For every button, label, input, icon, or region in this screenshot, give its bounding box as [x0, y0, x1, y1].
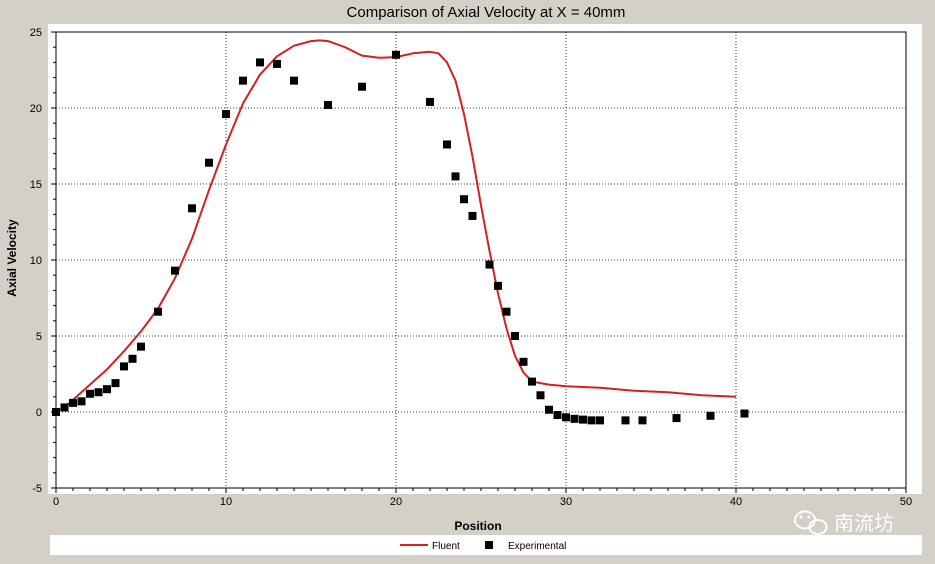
- experimental-point: [154, 307, 162, 316]
- legend-label-experimental: Experimental: [508, 541, 566, 552]
- y-tick-label: 20: [30, 103, 42, 115]
- experimental-point: [324, 100, 332, 109]
- experimental-point: [502, 307, 511, 316]
- experimental-point: [358, 82, 366, 91]
- x-axis-label: Position: [454, 519, 501, 533]
- x-tick-label: 30: [560, 496, 572, 508]
- y-tick-label: 25: [30, 27, 42, 39]
- experimental-point: [553, 411, 562, 420]
- experimental-point: [239, 76, 247, 85]
- experimental-point: [103, 385, 111, 394]
- experimental-point: [570, 414, 579, 423]
- legend-item-fluent: Fluent: [400, 541, 460, 552]
- experimental-point: [188, 204, 196, 213]
- experimental-point: [273, 59, 281, 68]
- legend-label-fluent: Fluent: [432, 541, 460, 552]
- experimental-point: [392, 50, 400, 59]
- wechat-icon: [794, 510, 828, 535]
- experimental-point: [443, 140, 451, 149]
- experimental-point: [290, 76, 298, 85]
- y-tick-label: 5: [36, 331, 42, 343]
- experimental-point: [468, 211, 477, 220]
- experimental-point: [94, 388, 103, 397]
- experimental-point: [256, 58, 264, 67]
- watermark-text: 南流坊: [834, 511, 894, 535]
- experimental-point: [672, 414, 681, 423]
- legend-square-swatch: [485, 541, 493, 549]
- experimental-point: [740, 409, 749, 418]
- experimental-point: [511, 332, 519, 340]
- legend-item-experimental: Experimental: [485, 541, 566, 552]
- y-tick-label: 15: [30, 179, 42, 191]
- experimental-point: [587, 416, 596, 425]
- y-tick-label: 0: [36, 407, 42, 419]
- experimental-point: [579, 415, 587, 424]
- experimental-point: [222, 110, 230, 119]
- experimental-point: [86, 389, 94, 398]
- experimental-point: [69, 398, 77, 407]
- experimental-point: [706, 411, 715, 420]
- x-tick-label: 20: [390, 496, 402, 508]
- experimental-point: [485, 260, 494, 269]
- series-layer: [52, 39, 749, 425]
- experimental-point: [137, 342, 145, 351]
- axis-ticks: 0 10 20 30 40 50 -5 0 5 10 15 20 25: [30, 27, 912, 508]
- experimental-point: [426, 97, 434, 106]
- experimental-point: [638, 416, 647, 425]
- experimental-point: [536, 391, 545, 400]
- chart-title: Comparison of Axial Velocity at X = 40mm: [347, 4, 626, 21]
- experimental-point: [494, 281, 502, 290]
- experimental-point: [171, 266, 179, 275]
- experimental-point: [120, 362, 128, 371]
- experimental-point: [77, 397, 86, 406]
- grid-lines: [56, 32, 906, 488]
- experimental-point: [519, 357, 528, 366]
- experimental-point: [460, 195, 468, 204]
- y-tick-label: 10: [30, 255, 42, 267]
- experimental-point: [451, 172, 460, 181]
- watermark: 南流坊: [794, 510, 894, 535]
- x-tick-label: 50: [900, 496, 912, 508]
- experimental-point: [111, 379, 120, 388]
- experimental-point: [60, 403, 69, 412]
- experimental-point: [52, 408, 60, 416]
- experimental-point: [128, 354, 137, 363]
- experimental-point: [596, 416, 604, 425]
- plot-frame: [48, 24, 922, 494]
- experimental-point: [562, 413, 570, 422]
- experimental-point: [545, 405, 553, 414]
- experimental-point: [205, 158, 213, 167]
- x-tick-label: 10: [220, 496, 232, 508]
- x-tick-label: 40: [730, 496, 742, 508]
- experimental-point: [621, 416, 630, 425]
- y-axis-label: Axial Velocity: [5, 219, 19, 297]
- y-tick-label: -5: [32, 483, 42, 495]
- x-tick-label: 0: [53, 496, 59, 508]
- experimental-point: [528, 377, 536, 386]
